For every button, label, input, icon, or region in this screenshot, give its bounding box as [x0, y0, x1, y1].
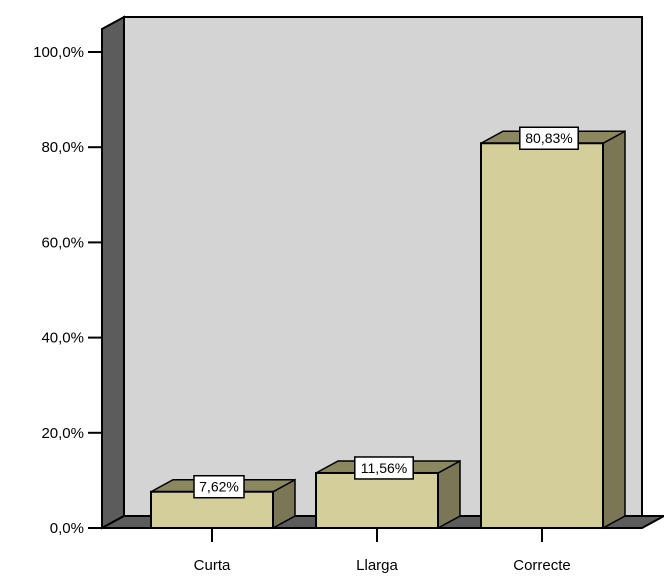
- y-tick-label: 60,0%: [41, 234, 84, 251]
- x-tick-label: Llarga: [356, 557, 398, 574]
- bar-side: [602, 129, 626, 530]
- y-tick-label: 0,0%: [50, 520, 84, 537]
- bar: [315, 471, 439, 529]
- data-label: 80,83%: [525, 130, 572, 146]
- y-tick-label: 100,0%: [33, 44, 84, 61]
- data-label-box: [193, 474, 245, 499]
- y-tick-label: 80,0%: [41, 139, 84, 156]
- data-label: 11,56%: [361, 460, 407, 476]
- x-tick-label: Correcte: [513, 557, 571, 574]
- bars: 7,62% 11,56% 80,83%: [150, 126, 626, 530]
- data-label: 7,62%: [199, 479, 239, 495]
- data-label-box: [519, 126, 579, 150]
- y-tick-label: 40,0%: [41, 330, 84, 347]
- bar: [480, 142, 604, 529]
- x-tick-label: Curta: [194, 557, 231, 574]
- plot-left-wall: [101, 15, 125, 530]
- y-tick-label: 20,0%: [41, 425, 84, 442]
- y-axis: 0,0% 20,0% 40,0% 60,0% 80,0% 100,0%: [33, 29, 103, 537]
- x-axis: Curta Llarga Correcte: [102, 527, 642, 574]
- data-label-box: [354, 456, 414, 480]
